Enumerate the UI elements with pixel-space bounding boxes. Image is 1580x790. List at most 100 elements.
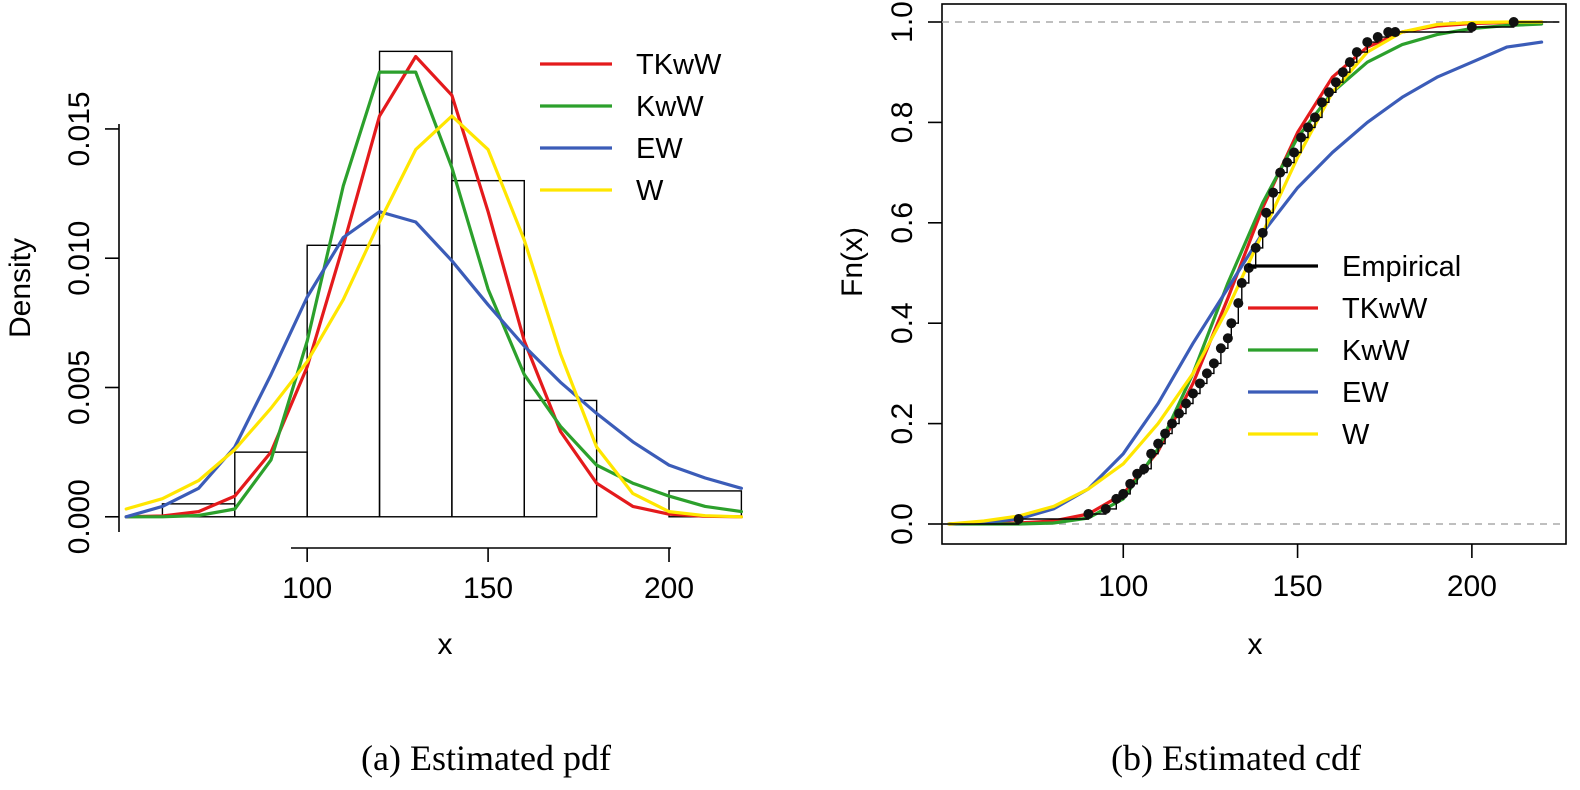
empirical-point xyxy=(1236,278,1247,289)
empirical-point xyxy=(1261,207,1272,218)
empirical-point xyxy=(1257,227,1268,238)
empirical-point xyxy=(1316,97,1327,108)
empirical-point xyxy=(1167,418,1178,429)
empirical-point xyxy=(1013,513,1024,524)
empirical-points xyxy=(942,17,1560,525)
series-line-kww xyxy=(947,22,1544,526)
empirical-point xyxy=(1187,388,1198,399)
series-line-ew xyxy=(124,210,744,519)
histogram-bar xyxy=(523,399,598,518)
empirical-point xyxy=(1390,27,1401,38)
empirical-point xyxy=(1330,77,1341,88)
legend: TKwW KwW EW W xyxy=(540,49,722,207)
y-tick-label: 0.015 xyxy=(63,91,96,166)
density-curves xyxy=(124,54,744,519)
empirical-point xyxy=(1337,67,1348,78)
empirical-point xyxy=(1153,438,1164,449)
empirical-point xyxy=(1208,358,1219,369)
empirical-point xyxy=(1215,343,1226,354)
empirical-point xyxy=(1250,242,1261,253)
empirical-point xyxy=(1233,298,1244,309)
empirical-point xyxy=(1362,37,1373,48)
legend-label-w: W xyxy=(1342,419,1370,451)
empirical-point xyxy=(1282,157,1293,168)
empirical-point xyxy=(1289,147,1300,158)
y-axis: 0.000 0.005 0.010 0.015 xyxy=(63,91,120,554)
empirical-point xyxy=(1201,368,1212,379)
cdf-curves xyxy=(947,20,1544,526)
empirical-step-line xyxy=(942,21,1560,525)
reference-lines xyxy=(942,21,1566,525)
y-tick-label: 0.005 xyxy=(63,350,96,425)
histogram-bar xyxy=(451,179,525,518)
x-tick-label: 200 xyxy=(1447,570,1497,603)
legend-label-kww: KwW xyxy=(636,91,704,123)
empirical-point xyxy=(1083,508,1094,519)
legend-label-empirical: Empirical xyxy=(1342,251,1461,283)
y-tick-label: 0.8 xyxy=(886,102,919,144)
empirical-point xyxy=(1383,27,1394,38)
empirical-point xyxy=(1344,57,1355,68)
plot-box xyxy=(941,3,1567,545)
y-axis-label: Density xyxy=(4,238,37,338)
empirical-point xyxy=(1296,132,1307,143)
legend: Empirical TKwW KwW EW W xyxy=(1248,251,1461,451)
x-ticks: 100 150 200 xyxy=(282,548,694,605)
x-axis-label: x xyxy=(438,628,453,661)
y-tick-label: 0.000 xyxy=(63,479,96,554)
y-ticks: 0.000 0.005 0.010 0.015 xyxy=(63,91,119,554)
empirical-point xyxy=(1118,488,1129,499)
empirical-point xyxy=(1275,167,1286,178)
legend-label-ew: EW xyxy=(1342,377,1389,409)
cdf-chart: 0.0 0.2 0.4 0.6 0.8 1.0 100 150 200 Fn(x) x Emp… xyxy=(836,1,1567,778)
y-ticks: 0.0 0.2 0.4 0.6 0.8 1.0 xyxy=(886,1,942,545)
series-line-tkww xyxy=(124,54,744,519)
empirical-point xyxy=(1372,32,1383,43)
histogram-bar xyxy=(306,244,381,518)
empirical-point xyxy=(1100,503,1111,514)
empirical-point xyxy=(1323,87,1334,98)
empirical-point xyxy=(1174,408,1185,419)
x-tick-label: 100 xyxy=(282,572,332,605)
x-tick-label: 150 xyxy=(1273,570,1323,603)
empirical-point xyxy=(1466,22,1477,33)
y-tick-label: 0.2 xyxy=(886,403,919,445)
y-axis-label: Fn(x) xyxy=(836,227,869,297)
x-tick-label: 150 xyxy=(463,572,513,605)
empirical-point xyxy=(1268,187,1279,198)
empirical-point xyxy=(1351,47,1362,58)
empirical-point xyxy=(1181,398,1192,409)
caption-b: (b) Estimated cdf xyxy=(1111,738,1361,778)
series-line-ew xyxy=(947,40,1544,526)
y-tick-label: 0.0 xyxy=(886,503,919,545)
empirical-point xyxy=(1146,448,1157,459)
empirical-point xyxy=(1132,468,1143,479)
empirical-point xyxy=(1111,493,1122,504)
pdf-chart: 0.000 0.005 0.010 0.015 100 150 200 Density x… xyxy=(4,49,744,778)
empirical-point xyxy=(1222,333,1233,344)
x-ticks: 100 150 200 xyxy=(1098,544,1497,603)
x-tick-label: 200 xyxy=(644,572,694,605)
empirical-point xyxy=(1125,478,1136,489)
series-line-w xyxy=(124,114,744,519)
caption-a: (a) Estimated pdf xyxy=(361,738,611,778)
legend-label-w: W xyxy=(636,175,664,207)
empirical-point xyxy=(1226,318,1237,329)
x-axis-label: x xyxy=(1248,628,1263,661)
series-line-kww xyxy=(124,70,744,519)
empirical-point xyxy=(1160,428,1171,439)
empirical-point xyxy=(1194,378,1205,389)
legend-label-tkww: TKwW xyxy=(1342,293,1428,325)
legend-label-kww: KwW xyxy=(1342,335,1410,367)
y-tick-label: 1.0 xyxy=(886,1,919,43)
empirical-point xyxy=(1139,463,1150,474)
x-tick-label: 100 xyxy=(1098,570,1148,603)
legend-label-ew: EW xyxy=(636,133,683,165)
y-tick-label: 0.010 xyxy=(63,221,96,296)
histogram-bar xyxy=(378,50,453,518)
x-axis: 100 150 200 xyxy=(282,547,694,605)
y-tick-label: 0.4 xyxy=(886,302,919,344)
empirical-point xyxy=(1508,17,1519,27)
y-tick-label: 0.6 xyxy=(886,202,919,244)
